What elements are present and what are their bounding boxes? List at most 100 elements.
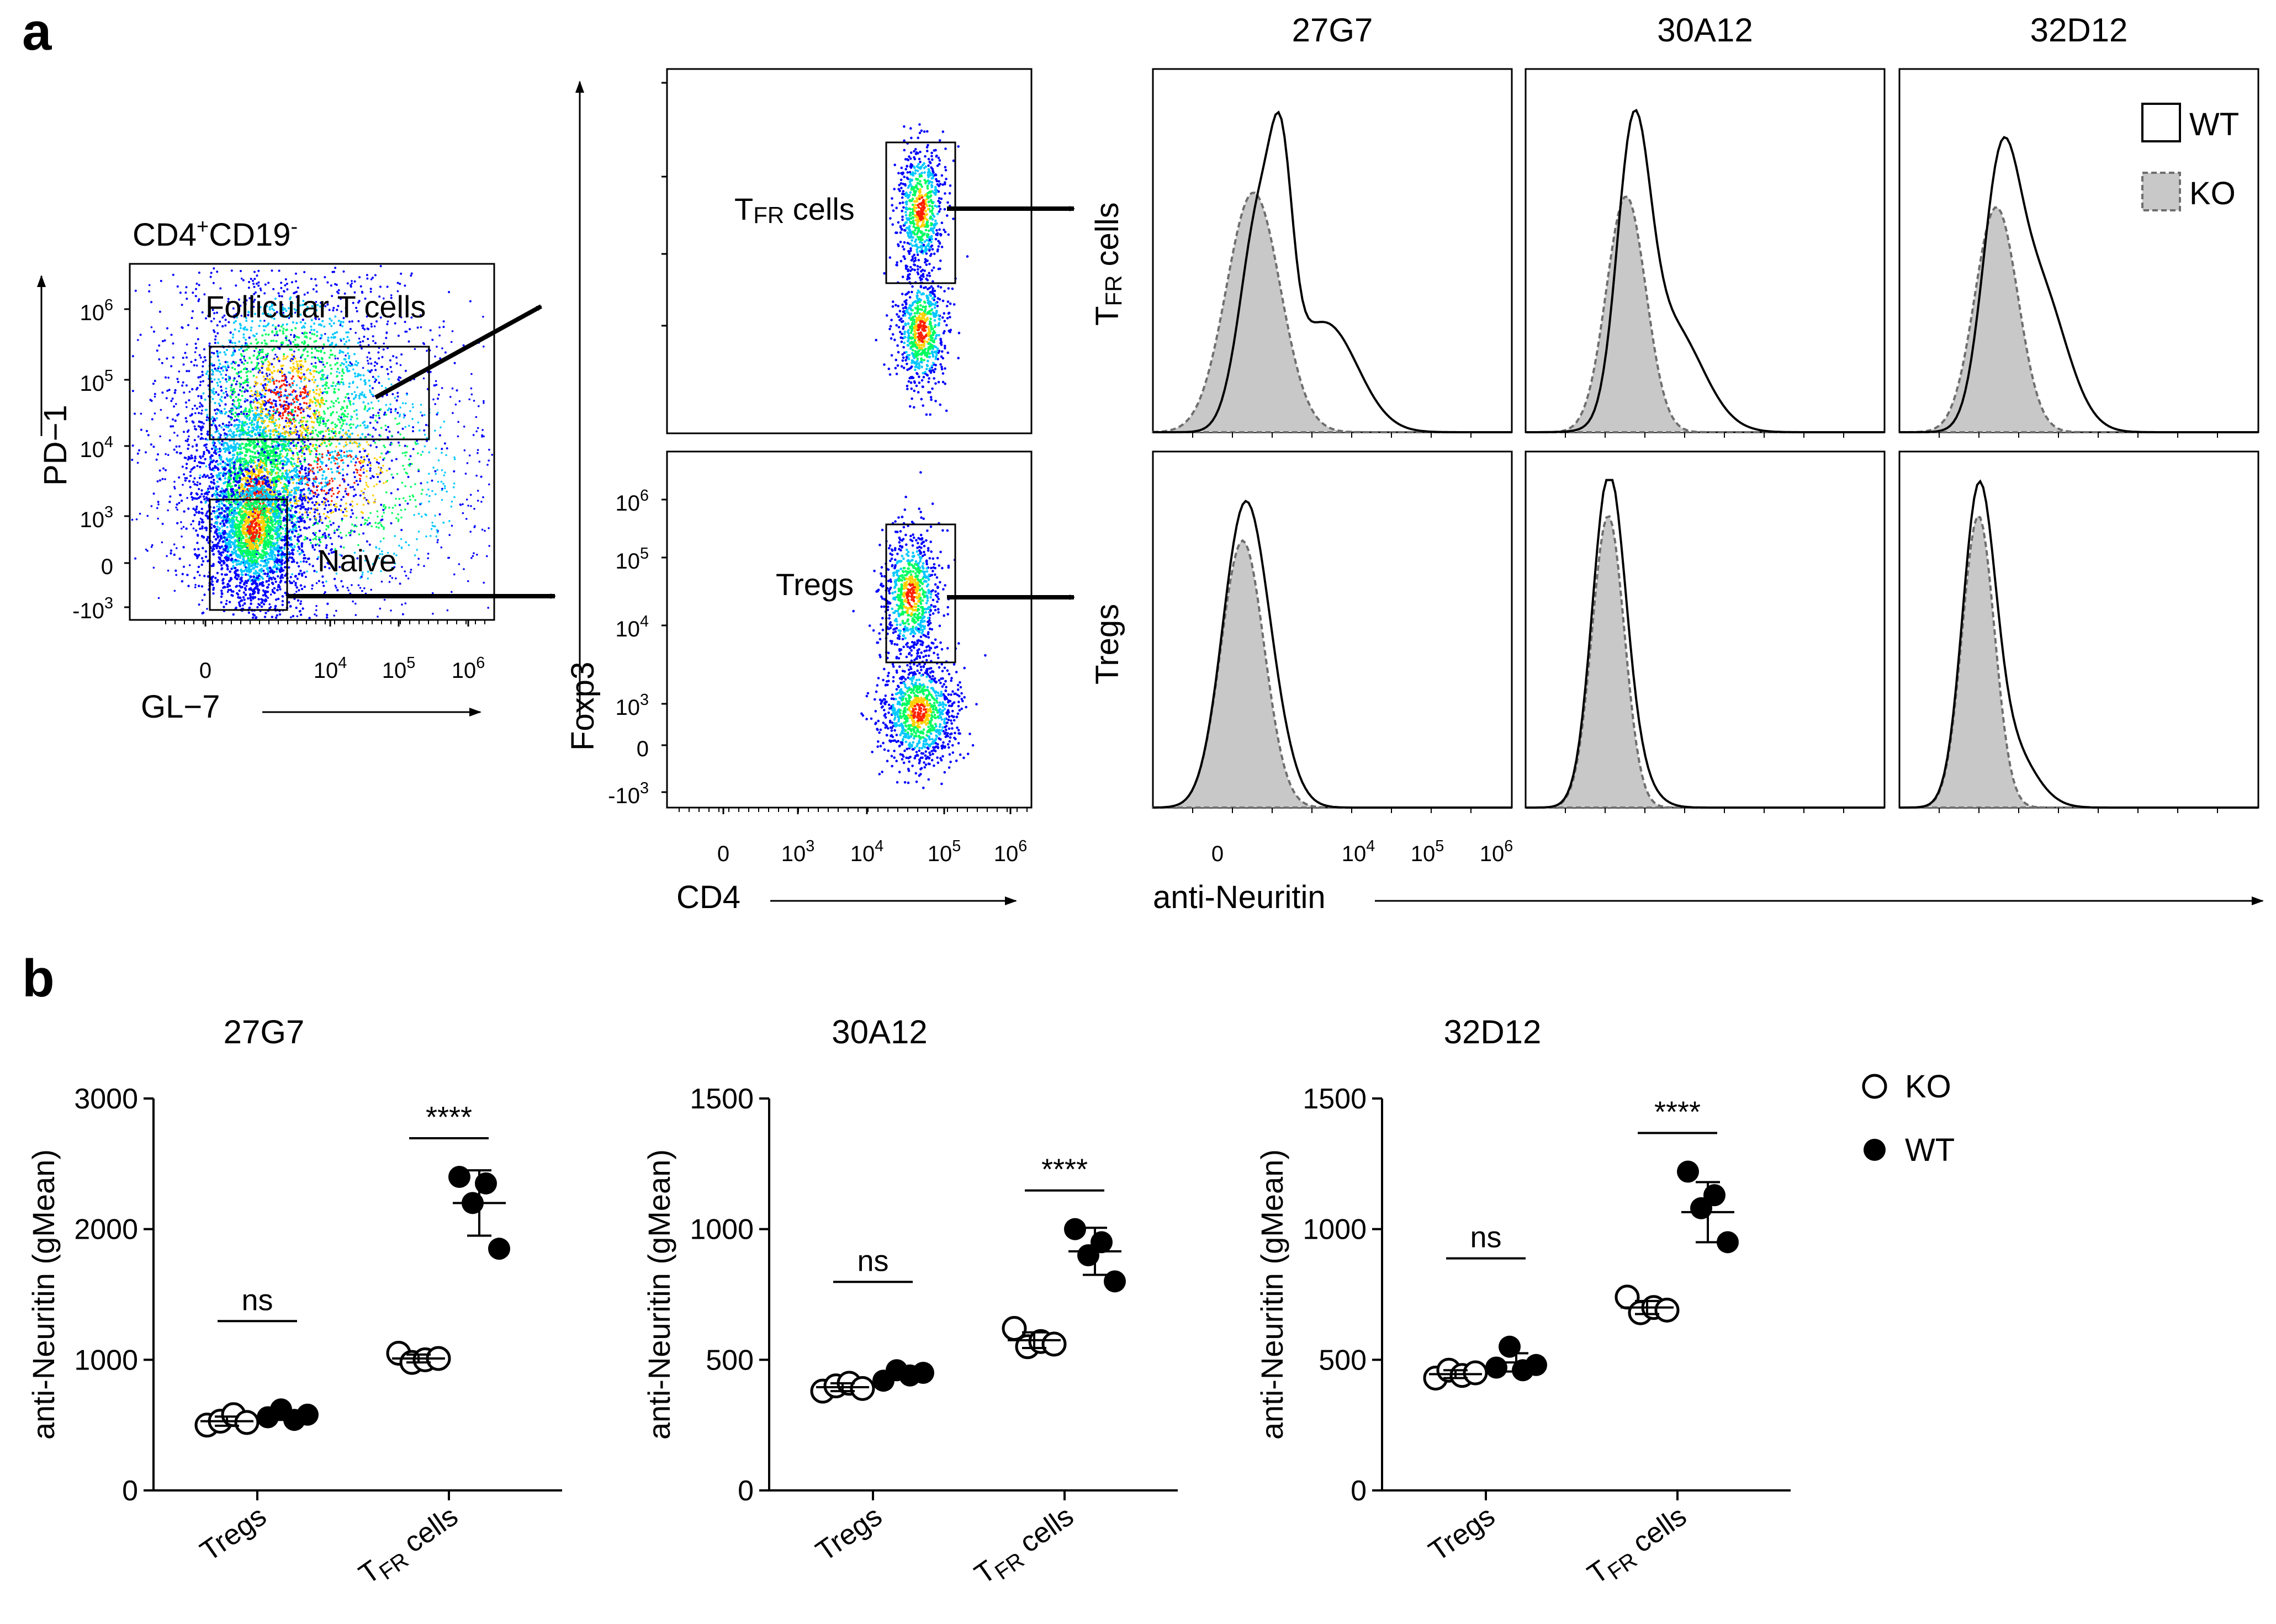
gate-dot <box>156 349 158 352</box>
gate-dot <box>299 403 301 406</box>
gate-dot <box>247 597 250 600</box>
gate-dot <box>371 435 374 438</box>
gate-dot <box>301 391 304 394</box>
gate-dot <box>343 410 346 412</box>
gate-dot <box>385 337 388 339</box>
gate-dot <box>293 444 295 447</box>
gate-dot <box>400 529 403 532</box>
gate-dot <box>434 470 437 473</box>
gate-dot <box>251 431 253 434</box>
gate-dot <box>315 609 317 612</box>
gate-dot <box>275 379 278 382</box>
gate-dot <box>478 405 480 407</box>
gate-dot <box>330 461 332 464</box>
gate-dot <box>188 435 190 438</box>
gate-dot <box>239 556 242 559</box>
gate-dot <box>183 473 186 476</box>
gate-dot <box>313 421 315 424</box>
gate-dot <box>225 458 229 461</box>
gate-dot <box>284 284 287 286</box>
gate-dot <box>331 270 334 273</box>
gate-dot <box>342 511 345 513</box>
gate-dot <box>396 391 399 394</box>
gate-dot <box>249 401 252 404</box>
gate-dot <box>274 444 277 447</box>
gate-dot <box>276 491 279 493</box>
gate-dot <box>322 434 325 438</box>
gate-dot <box>182 357 184 359</box>
gate-dot <box>291 551 294 554</box>
gate-dot <box>239 453 242 455</box>
gate-dot <box>230 362 233 365</box>
gate-dot <box>190 523 193 526</box>
gate-dot <box>175 403 177 405</box>
gate-dot <box>342 371 345 374</box>
gate-dot <box>273 383 276 385</box>
gate-dot <box>467 580 469 582</box>
gate-dot <box>240 390 243 392</box>
gate-dot <box>218 506 221 508</box>
gate-dot <box>322 418 324 421</box>
gate-dot <box>261 348 264 351</box>
gate-dot <box>279 577 282 580</box>
gate-dot <box>176 434 179 437</box>
gate-dot <box>453 362 456 364</box>
gate-dot <box>387 373 389 375</box>
gate-dot <box>273 370 276 373</box>
gate-dot <box>234 471 236 474</box>
gate-dot <box>258 394 261 397</box>
gate-dot <box>218 527 221 530</box>
gate-dot <box>292 355 295 358</box>
gate-dot <box>315 495 319 498</box>
gate-dot <box>283 561 286 564</box>
gate-dot <box>305 332 308 335</box>
gate-dot <box>267 424 270 427</box>
gate-dot <box>203 474 206 476</box>
gate-dot <box>189 486 192 489</box>
gate-dot <box>282 330 284 333</box>
gate-dot <box>248 413 250 416</box>
gate-dot <box>206 413 209 416</box>
gate-dot <box>396 282 399 284</box>
gate-dot <box>284 420 288 422</box>
gate-dot <box>278 469 282 472</box>
gate-dot <box>330 349 332 352</box>
gate-dot <box>202 392 205 395</box>
gate-dot <box>227 588 230 592</box>
gate-dot <box>178 370 181 373</box>
gate-dot <box>227 379 230 381</box>
gate-dot <box>140 428 142 431</box>
gate-dot <box>180 500 183 502</box>
gate-dot <box>278 424 281 427</box>
gate-dot <box>154 395 156 398</box>
gate-dot <box>305 527 308 530</box>
gate-dot <box>288 434 290 437</box>
gate-dot <box>184 439 187 442</box>
gate-dot <box>262 384 264 387</box>
gate-dot <box>229 411 231 413</box>
gate-dot <box>252 374 255 377</box>
gate-dot <box>268 445 271 448</box>
gate-dot <box>264 353 267 356</box>
gate-dot <box>184 352 187 354</box>
gate-dot <box>294 410 297 413</box>
gate-dot <box>253 285 256 288</box>
gate-dot <box>186 440 189 443</box>
gate-dot <box>275 332 278 335</box>
gate-dot <box>267 352 269 355</box>
gate-dot <box>207 370 209 373</box>
gate-dot <box>372 335 374 338</box>
gate-dot <box>241 484 244 486</box>
gate-dot <box>483 400 485 402</box>
gate-dot <box>285 339 288 341</box>
gate-dot <box>298 589 300 592</box>
gate-dot <box>300 420 303 423</box>
gate-dot <box>294 327 297 330</box>
gate-dot <box>329 353 332 356</box>
gate-dot <box>441 448 443 450</box>
gate-dot <box>280 369 283 371</box>
gate-dot <box>354 602 357 605</box>
gate-dot <box>324 481 327 484</box>
gate-dot <box>353 280 356 283</box>
gate-dot <box>363 424 366 427</box>
